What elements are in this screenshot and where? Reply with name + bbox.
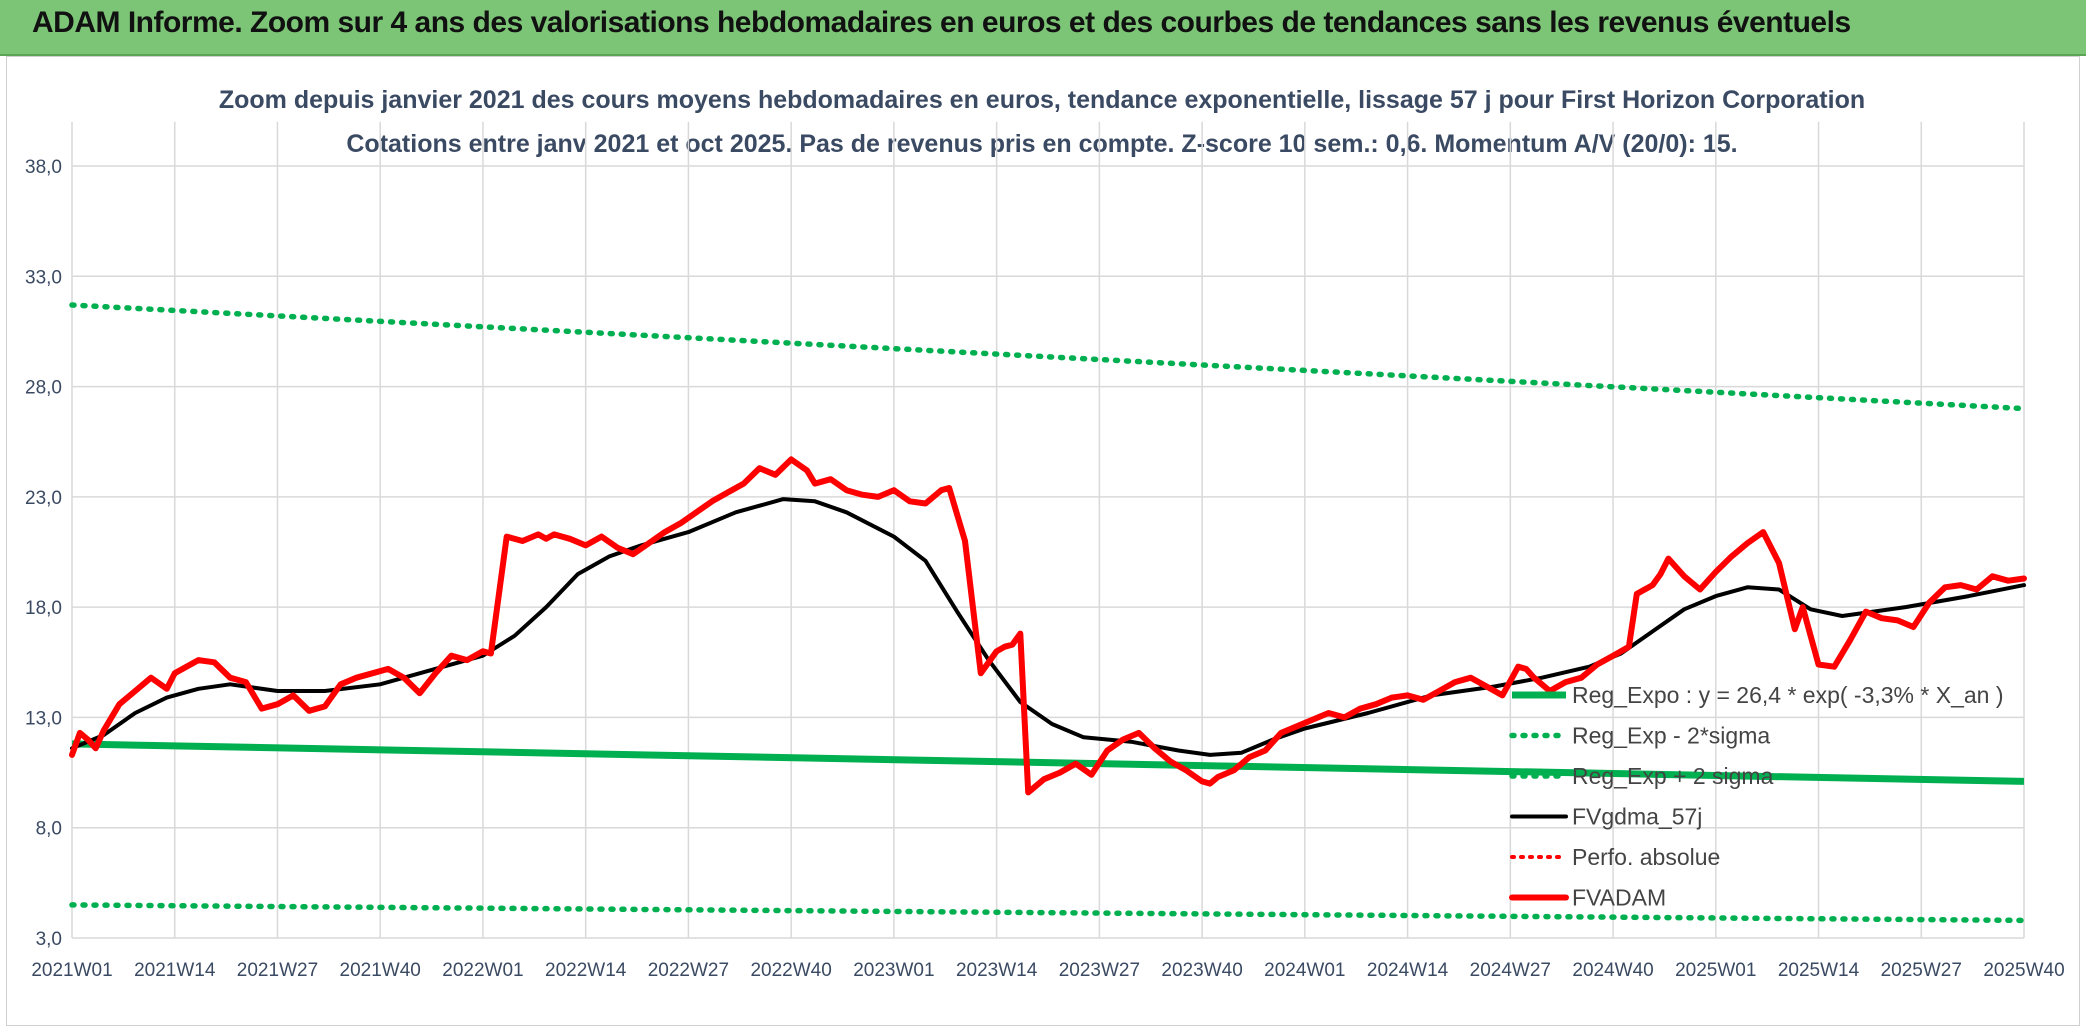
series-reg-expo <box>71 740 2025 785</box>
legend-label: Reg_Exp - 2*sigma <box>1572 723 1770 749</box>
series-reg-exp-plus-2sigma <box>69 302 2027 412</box>
legend-label: Perfo. absolue <box>1572 844 1720 870</box>
x-tick-label: 2022W14 <box>545 960 627 981</box>
x-tick-label: 2023W40 <box>1161 960 1242 981</box>
legend: Reg_Expo : y = 26,4 * exp( -3,3% * X_an … <box>1509 682 2004 911</box>
x-tick-label: 2024W27 <box>1470 960 1551 981</box>
x-tick-label: 2025W40 <box>1983 960 2064 981</box>
x-tick-label: 2023W14 <box>956 960 1038 981</box>
y-tick-label: 23,0 <box>25 488 62 509</box>
x-tick-label: 2025W27 <box>1881 960 1962 981</box>
y-tick-label: 18,0 <box>25 598 62 619</box>
series-fvgdma-57j <box>70 497 2026 757</box>
x-tick-label: 2022W27 <box>648 960 729 981</box>
x-tick-label: 2024W40 <box>1572 960 1653 981</box>
x-tick-label: 2024W14 <box>1367 960 1449 981</box>
legend-label: Reg_Expo : y = 26,4 * exp( -3,3% * X_an … <box>1572 682 2004 708</box>
chart-title-line2: Cotations entre janv 2021 et oct 2025. P… <box>346 130 1737 158</box>
y-tick-label: 28,0 <box>25 378 62 399</box>
x-tick-label: 2024W01 <box>1264 960 1345 981</box>
x-tick-label: 2025W14 <box>1778 960 1860 981</box>
x-tick-label: 2025W01 <box>1675 960 1756 981</box>
x-tick-label: 2023W01 <box>853 960 934 981</box>
legend-label: FVgdma_57j <box>1572 804 1702 830</box>
y-tick-label: 13,0 <box>25 708 62 729</box>
x-tick-label: 2021W27 <box>237 960 318 981</box>
x-tick-label: 2022W01 <box>442 960 523 981</box>
gridlines <box>71 121 2025 939</box>
report-title: ADAM Informe. Zoom sur 4 ans des valoris… <box>32 6 1851 39</box>
header-bar: ADAM Informe. Zoom sur 4 ans des valoris… <box>0 0 2086 56</box>
legend-label: Reg_Exp + 2 sigma <box>1572 763 1774 789</box>
y-axis-ticks: 3,0 8,0 13,0 18,0 23,0 28,0 33,0 38,0 <box>25 157 62 950</box>
y-tick-label: 8,0 <box>36 819 62 840</box>
y-tick-label: 38,0 <box>25 157 62 178</box>
chart-title-line1: Zoom depuis janvier 2021 des cours moyen… <box>219 86 1865 114</box>
chart-frame <box>6 56 2080 1026</box>
series-lines <box>69 302 2027 924</box>
y-tick-label: 3,0 <box>36 929 62 950</box>
x-tick-label: 2022W40 <box>750 960 831 981</box>
x-tick-label: 2021W40 <box>340 960 421 981</box>
y-tick-label: 33,0 <box>25 267 62 288</box>
series-reg-exp-minus-2sigma <box>69 902 2027 924</box>
x-tick-label: 2021W01 <box>31 960 112 981</box>
x-tick-label: 2023W27 <box>1059 960 1140 981</box>
x-axis-ticks: 2021W01 2021W14 2021W27 2021W40 2022W01 2022W… <box>31 960 2064 981</box>
legend-label: FVADAM <box>1572 885 1666 911</box>
x-tick-label: 2021W14 <box>134 960 216 981</box>
series-fvadam <box>69 456 2027 796</box>
